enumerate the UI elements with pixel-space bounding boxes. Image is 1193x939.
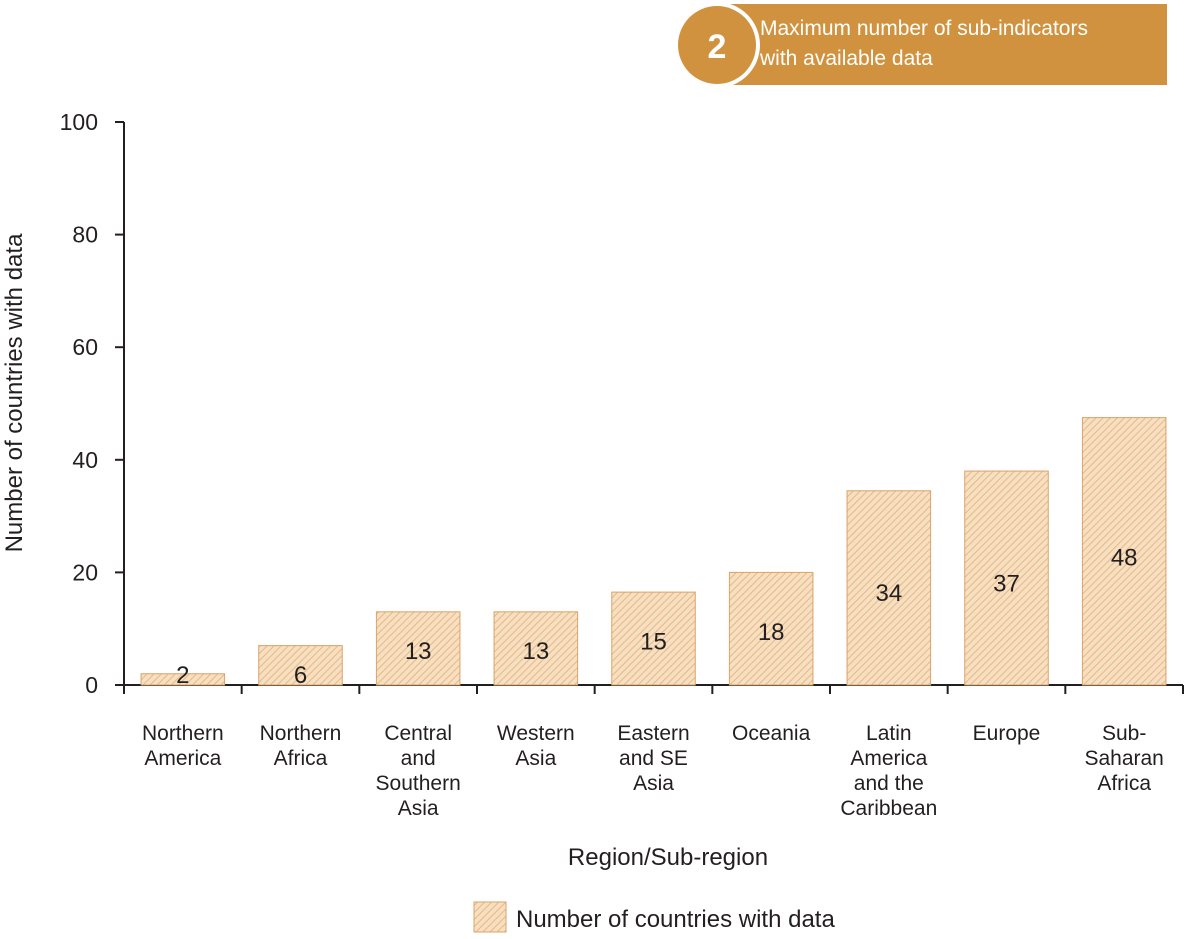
bar <box>728 571 814 686</box>
x-category-label: Northern Africa <box>260 722 342 770</box>
bar <box>1081 417 1167 686</box>
x-axis-title: Region/Sub-region <box>568 844 768 871</box>
y-tick-label: 0 <box>85 672 98 698</box>
x-category-label: Eastern and SE Asia <box>617 722 689 795</box>
x-category-label-line: Southern <box>376 772 461 795</box>
x-category-label-line: and SE <box>619 747 688 770</box>
bar <box>611 591 696 686</box>
x-category-label-line: and the <box>854 772 924 795</box>
bar <box>140 673 226 686</box>
info-badge: 2 Maximum number of sub-indicators with … <box>674 2 1167 88</box>
x-category-label: Northern America <box>142 722 224 770</box>
bar-value-label: 37 <box>993 570 1020 597</box>
badge-number: 2 <box>708 28 727 66</box>
bar <box>375 611 461 686</box>
badge-text-line-1: Maximum number of sub-indicators <box>760 17 1088 40</box>
x-category-label-line: Northern <box>142 722 224 745</box>
y-tick-label: 20 <box>72 559 98 585</box>
badge-banner <box>725 4 1167 85</box>
x-category-label-line: Eastern <box>617 722 689 745</box>
x-category-label-line: Asia <box>633 772 674 795</box>
x-category-label-line: Europe <box>973 722 1041 745</box>
bar-value-label: 6 <box>294 662 307 689</box>
x-category-label-line: Africa <box>1097 772 1151 795</box>
y-tick-label: 40 <box>72 447 98 473</box>
bar-value-label: 15 <box>640 628 667 655</box>
x-category-label-line: Western <box>497 722 575 745</box>
y-tick-label: 100 <box>60 109 98 135</box>
x-category-label-line: Africa <box>274 747 328 770</box>
y-tick-label: 80 <box>72 222 98 248</box>
bar <box>964 470 1049 686</box>
bar-value-label: 2 <box>176 662 189 689</box>
x-category-label: Latin America and the Caribbean <box>840 722 937 820</box>
bar-value-label: 13 <box>522 638 549 665</box>
x-category-label-line: America <box>850 747 927 770</box>
x-category-label: Sub-Saharan Africa <box>1084 722 1163 795</box>
x-category-label-line: Asia <box>515 747 556 770</box>
x-category-label: Central and Southern Asia <box>376 722 461 820</box>
bar-value-label: 34 <box>875 580 902 607</box>
bar <box>846 490 932 686</box>
legend-swatch <box>473 901 507 933</box>
legend: Number of countries with data <box>473 901 835 933</box>
x-category-label: Western Asia <box>497 722 575 770</box>
badge-text-line-2: with available data <box>759 47 933 70</box>
x-category-label-line: Latin <box>866 722 912 745</box>
x-category-label: Oceania <box>732 722 811 745</box>
bar <box>258 645 343 686</box>
x-category-label-line: Central <box>384 722 452 745</box>
x-category-label-line: Asia <box>398 797 439 820</box>
badge-circle <box>678 6 756 84</box>
x-category-label-line: Saharan <box>1084 747 1163 770</box>
y-axis-title: Number of countries with data <box>1 233 28 552</box>
bar-value-label: 13 <box>405 638 432 665</box>
x-category-label-line: Sub- <box>1102 722 1146 745</box>
bar <box>493 611 579 686</box>
legend-label: Number of countries with data <box>516 906 835 933</box>
x-category-label-line: Caribbean <box>840 797 937 820</box>
x-category-label: Europe <box>973 722 1041 745</box>
x-category-label-line: Oceania <box>732 722 811 745</box>
bar-value-label: 48 <box>1111 545 1138 572</box>
x-category-label-line: and <box>401 747 436 770</box>
x-category-label-line: America <box>144 747 221 770</box>
x-category-label-line: Northern <box>260 722 342 745</box>
y-tick-label: 60 <box>72 334 98 360</box>
bar-value-label: 18 <box>758 619 785 646</box>
